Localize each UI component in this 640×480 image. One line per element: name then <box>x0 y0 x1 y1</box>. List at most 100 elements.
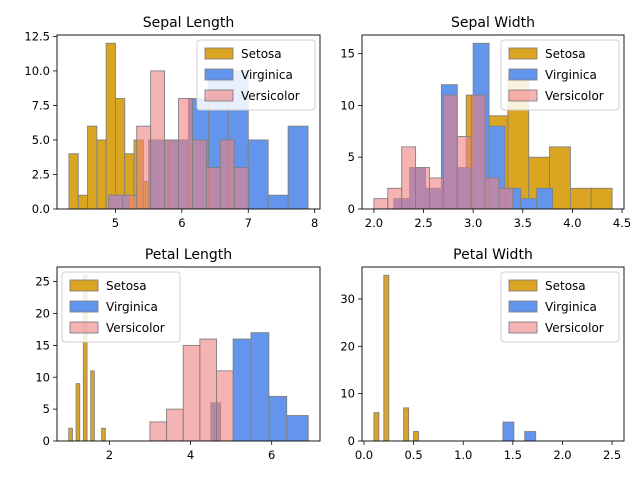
y-tick-label: 25 <box>35 275 50 289</box>
x-tick-label: 1.0 <box>454 448 472 462</box>
bar-versicolor <box>470 94 486 209</box>
bar-versicolor <box>182 344 201 441</box>
bar-versicolor <box>415 167 430 209</box>
legend-swatch-setosa <box>508 47 538 60</box>
legend-swatch-versicolor <box>508 321 538 334</box>
x-tick-label: 3.5 <box>514 216 532 230</box>
bar-versicolor <box>178 98 193 209</box>
legend-swatch-virginica <box>69 300 99 313</box>
y-tick-label: 5.0 <box>32 133 50 147</box>
bar-virginica <box>524 431 537 441</box>
bars <box>68 42 309 209</box>
y-tick-label: 15 <box>35 338 50 352</box>
legend-swatch-versicolor <box>69 321 99 334</box>
y-tick-label: 20 <box>35 307 50 321</box>
bar-setosa <box>569 187 592 209</box>
bar-versicolor <box>442 94 458 209</box>
x-tick-label: 7 <box>245 216 252 230</box>
bar-setosa <box>373 412 380 441</box>
bar-setosa <box>114 98 126 209</box>
legend: Setosa Virginica Versicolor <box>61 271 181 343</box>
y-tick-label: 12.5 <box>24 29 50 43</box>
bar-setosa <box>413 431 420 441</box>
legend: Setosa Virginica Versicolor <box>196 39 316 111</box>
y-tick-label: 0 <box>348 434 355 448</box>
x-tick-label: 2.0 <box>553 448 571 462</box>
bar-versicolor <box>233 167 249 209</box>
y-tick-label: 0 <box>348 202 355 216</box>
bar-virginica <box>287 125 309 209</box>
bar-virginica <box>268 395 288 441</box>
panel-sepal-width: 2.0 2.5 3.0 3.5 4.0 4.5 0 5 10 15 Sepal Width Setos… <box>340 15 631 230</box>
bar-virginica <box>267 194 289 209</box>
chart-title: Petal Length <box>145 247 232 263</box>
x-tick-label: 0.0 <box>355 448 373 462</box>
bar-versicolor <box>108 194 124 209</box>
axes-frame <box>56 266 321 442</box>
chart-title: Sepal Length <box>143 15 235 31</box>
bar-virginica <box>250 332 270 441</box>
legend-label-versicolor: Versicolor <box>106 321 165 335</box>
bar-setosa <box>68 427 73 441</box>
bar-virginica <box>232 338 252 441</box>
bar-setosa <box>101 427 106 441</box>
bar-versicolor <box>192 139 207 209</box>
x-tick-label: 0.5 <box>404 448 422 462</box>
bar-versicolor <box>498 187 514 209</box>
bar-versicolor <box>205 167 221 209</box>
x-tick-label: 2.5 <box>414 216 432 230</box>
bar-versicolor <box>149 421 168 441</box>
legend-label-setosa: Setosa <box>545 47 586 61</box>
x-tick-label: 6 <box>178 216 185 230</box>
panel-sepal-length: 5 6 7 8 0.0 2.5 5.0 7.5 10.0 12.5 Sepal Length Seto… <box>24 15 321 230</box>
y-tick-label: 10 <box>340 98 355 112</box>
panel-petal-width: 0.0 0.5 1.0 1.5 2.0 2.5 0 10 20 30 Petal Width Seto… <box>340 247 625 462</box>
bar-versicolor <box>484 177 500 209</box>
legend-label-virginica: Virginica <box>106 300 158 314</box>
bar-versicolor <box>199 338 217 441</box>
x-tick-label: 1.5 <box>504 448 522 462</box>
x-tick-label: 6 <box>268 448 275 462</box>
x-tick-label: 2 <box>106 448 113 462</box>
y-tick-label: 7.5 <box>32 98 50 112</box>
bar-setosa <box>590 187 613 209</box>
x-tick-label: 2.5 <box>603 448 621 462</box>
bar-setosa <box>383 274 390 441</box>
bar-setosa <box>105 42 116 209</box>
legend-swatch-setosa <box>69 279 99 292</box>
bar-versicolor <box>136 125 152 209</box>
bar-versicolor <box>216 370 234 441</box>
y-tick-label: 0.0 <box>32 202 50 216</box>
bar-virginica <box>247 139 269 209</box>
y-tick-label: 20 <box>340 339 355 353</box>
bar-versicolor <box>401 146 417 209</box>
bar-setosa <box>68 153 79 209</box>
axes-frame <box>56 34 321 210</box>
panel-petal-length: 2 4 6 0 5 10 15 20 25 Petal Length Setosa Virginica… <box>35 247 321 462</box>
legend-label-versicolor: Versicolor <box>241 89 300 103</box>
legend-label-setosa: Setosa <box>545 279 586 293</box>
chart-title: Sepal Width <box>451 15 535 31</box>
y-tick-label: 15 <box>340 47 355 61</box>
y-tick-label: 2.5 <box>32 167 50 181</box>
bar-setosa <box>75 383 81 441</box>
bar-setosa <box>77 194 89 209</box>
bar-virginica <box>286 415 309 441</box>
bar-virginica <box>520 198 538 209</box>
y-tick-label: 10 <box>35 370 50 384</box>
legend-swatch-virginica <box>508 300 538 313</box>
legend: Setosa Virginica Versicolor <box>500 271 620 343</box>
bar-setosa <box>549 146 571 209</box>
x-tick-label: 4.5 <box>613 216 631 230</box>
legend-swatch-virginica <box>508 68 538 81</box>
legend-swatch-versicolor <box>508 89 538 102</box>
legend-swatch-versicolor <box>204 89 234 102</box>
bar-setosa <box>87 125 98 209</box>
y-tick-label: 0 <box>43 434 50 448</box>
x-tick-label: 4 <box>187 448 194 462</box>
legend: Setosa Virginica Versicolor <box>500 39 620 111</box>
bars <box>373 42 613 209</box>
bar-versicolor <box>429 177 444 209</box>
y-tick-label: 5 <box>43 402 50 416</box>
